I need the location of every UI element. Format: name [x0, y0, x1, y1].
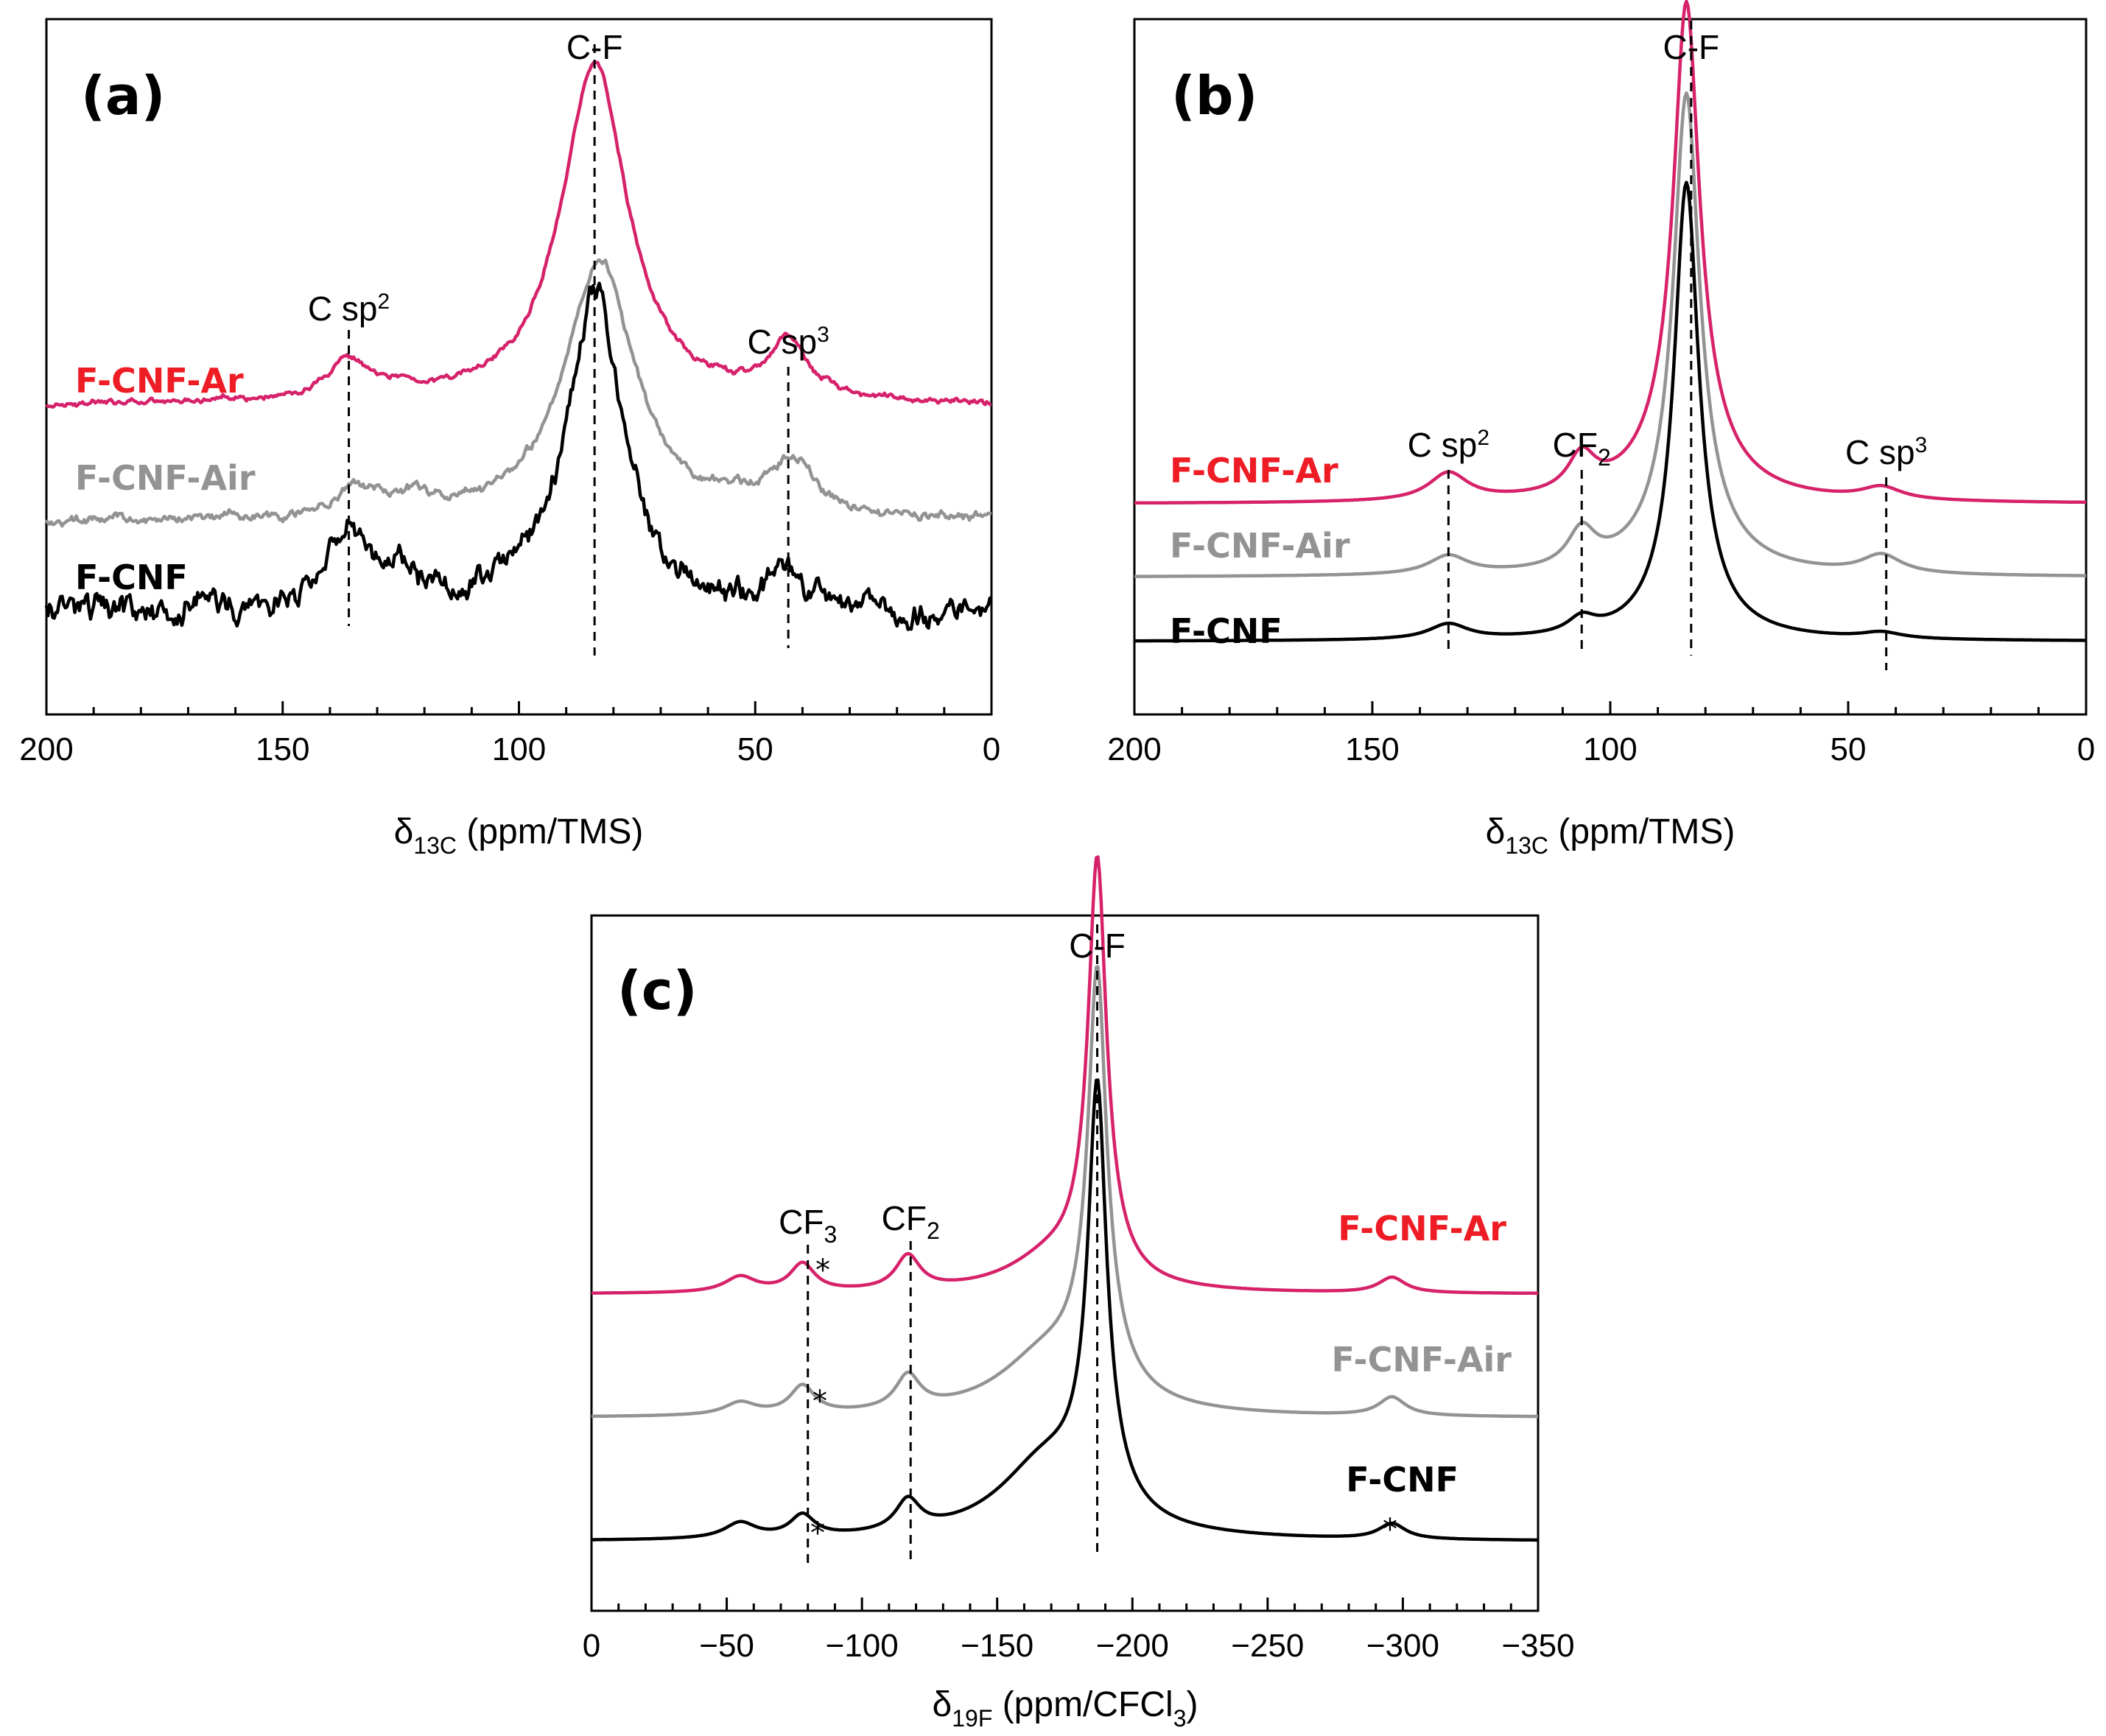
- panel-b-curves: [1134, 0, 2087, 643]
- panel-c-tick-label: −300: [1366, 1628, 1439, 1664]
- panel-a-x-axis-nucleus: 13C: [413, 832, 457, 859]
- panel-c-marker-label: CF3: [779, 1203, 837, 1248]
- panel-b-marker-label: CF2: [1553, 426, 1611, 471]
- panel-c-series-label-f-cnf: F-CNF: [1346, 1460, 1459, 1500]
- panel-b-marker-label: C-F: [1663, 28, 1719, 66]
- panel-b-label: (b): [1171, 65, 1257, 127]
- panel-c-curves: [591, 855, 1539, 1542]
- panel-b-series-f-cnf: [1134, 180, 2087, 643]
- panel-c-markers: CF3 CF2 C-F: [779, 924, 1126, 1569]
- panel-a-tick-label: 50: [737, 731, 773, 767]
- panel-a-marker-label: C sp3: [748, 323, 829, 361]
- panel-c-asterisk-sideband: *: [1383, 1513, 1397, 1547]
- panel-c-series-f-cnf-air: [591, 965, 1539, 1419]
- panel-a-ticks: 200 150 100 50 0: [19, 701, 1000, 767]
- panel-c-asterisk-ar: *: [815, 1254, 830, 1287]
- panel-c-tick-label: −100: [826, 1628, 899, 1664]
- panel-b-frame: [1133, 18, 2088, 716]
- panel-c-x-axis-title: δ19F (ppm/CFCl3): [933, 1685, 1198, 1732]
- panel-a-label: (a): [81, 65, 165, 127]
- panel-b-tick-label: 100: [1583, 731, 1637, 767]
- panel-c-series-label-f-cnf-air: F-CNF-Air: [1331, 1340, 1512, 1380]
- panel-c-x-axis-unit-sub: 3: [1173, 1705, 1187, 1732]
- panel-a-tick-label: 200: [19, 731, 73, 767]
- panel-b-x-axis-symbol: δ: [1486, 812, 1506, 851]
- panel-a-series-f-cnf-ar: [45, 60, 992, 409]
- panel-b-x-axis-nucleus: 13C: [1505, 832, 1548, 859]
- panel-b-markers: C sp2 CF2 C-F C sp3: [1408, 21, 1927, 670]
- panel-b-tick-label: 50: [1831, 731, 1867, 767]
- panel-c-tick-label: −350: [1501, 1628, 1574, 1664]
- panel-a-marker-label: C-F: [566, 28, 623, 66]
- panel-c-tick-label: −250: [1231, 1628, 1304, 1664]
- panel-b-ticks: 200 150 100 50 0: [1107, 701, 2095, 767]
- panel-b-marker-label: C sp2: [1408, 426, 1489, 464]
- panel-c-frame: [590, 914, 1540, 1612]
- panel-a-markers: C sp2 C-F C sp3: [308, 28, 829, 656]
- panel-a-tick-label: 0: [983, 731, 1000, 767]
- panel-b-series-label-f-cnf-air: F-CNF-Air: [1170, 526, 1350, 566]
- panel-a-series-f-cnf-air: [44, 258, 992, 528]
- panel-b-x-axis-title: δ13C (ppm/TMS): [1486, 812, 1735, 859]
- panel-a-tick-label: 100: [492, 731, 546, 767]
- panel-c-x-axis-unit: (ppm/CFCl: [992, 1685, 1173, 1724]
- panel-c-tick-label: −200: [1096, 1628, 1169, 1664]
- panel-c-tick-label: −50: [699, 1628, 754, 1664]
- panel-a-x-axis-title: δ13C (ppm/TMS): [394, 812, 644, 859]
- panel-b-tick-label: 200: [1107, 731, 1161, 767]
- panel-b-series-f-cnf-ar: [1134, 0, 2087, 505]
- panel-b-tick-label: 0: [2077, 731, 2095, 767]
- panel-a-tick-label: 150: [256, 731, 309, 767]
- panel-c-x-axis-nucleus: 19F: [952, 1705, 992, 1732]
- panel-b-series-f-cnf-air: [1134, 91, 2087, 578]
- panel-a-series-label-f-cnf-ar: F-CNF-Ar: [75, 361, 244, 401]
- panel-a-marker-label: C sp2: [308, 289, 390, 328]
- panel-c-series-f-cnf: [591, 1078, 1539, 1542]
- panel-b-x-axis-unit: (ppm/TMS): [1548, 812, 1735, 851]
- panel-c-tick-label: 0: [583, 1628, 600, 1664]
- panel-c-series-f-cnf-ar: [591, 855, 1539, 1296]
- panel-c-x-axis-unit-end: ): [1187, 1685, 1198, 1724]
- panel-a-series-f-cnf: [44, 281, 992, 631]
- panel-c-marker-label: CF2: [882, 1199, 940, 1244]
- panel-c-tick-label: −150: [961, 1628, 1033, 1664]
- panel-c-label: (c): [617, 960, 698, 1022]
- panel-a-x-axis-symbol: δ: [394, 812, 414, 851]
- panel-b-tick-label: 150: [1345, 731, 1399, 767]
- panel-c: (c) 0 −50 −100 −150 −200 −250 −300 −350 CF3 CF2C…: [583, 855, 1575, 1732]
- panel-b-series-label-f-cnf-ar: F-CNF-Ar: [1170, 451, 1338, 491]
- panel-c-ticks: 0 −50 −100 −150 −200 −250 −300 −350: [583, 1598, 1575, 1664]
- panel-c-asterisk-cnf: *: [810, 1517, 825, 1550]
- panel-c-series-label-f-cnf-ar: F-CNF-Ar: [1338, 1209, 1506, 1248]
- panel-b-marker-label: C sp3: [1845, 433, 1927, 471]
- panel-a-series-label-f-cnf-air: F-CNF-Air: [75, 458, 256, 498]
- panel-a-x-axis-unit: (ppm/TMS): [457, 812, 643, 851]
- panel-c-asterisk-air: *: [812, 1385, 827, 1419]
- panel-c-marker-label: C-F: [1069, 927, 1126, 965]
- panel-c-x-axis-symbol: δ: [933, 1685, 952, 1724]
- panel-a-series-label-f-cnf: F-CNF: [75, 558, 188, 597]
- panel-b-series-label-f-cnf: F-CNF: [1170, 611, 1282, 651]
- panel-a-curves: [44, 60, 992, 631]
- panel-b: (b) 200 150 100 50 0 C sp2 CF2 C-F C sp3 F-CNF-…: [1107, 0, 2095, 859]
